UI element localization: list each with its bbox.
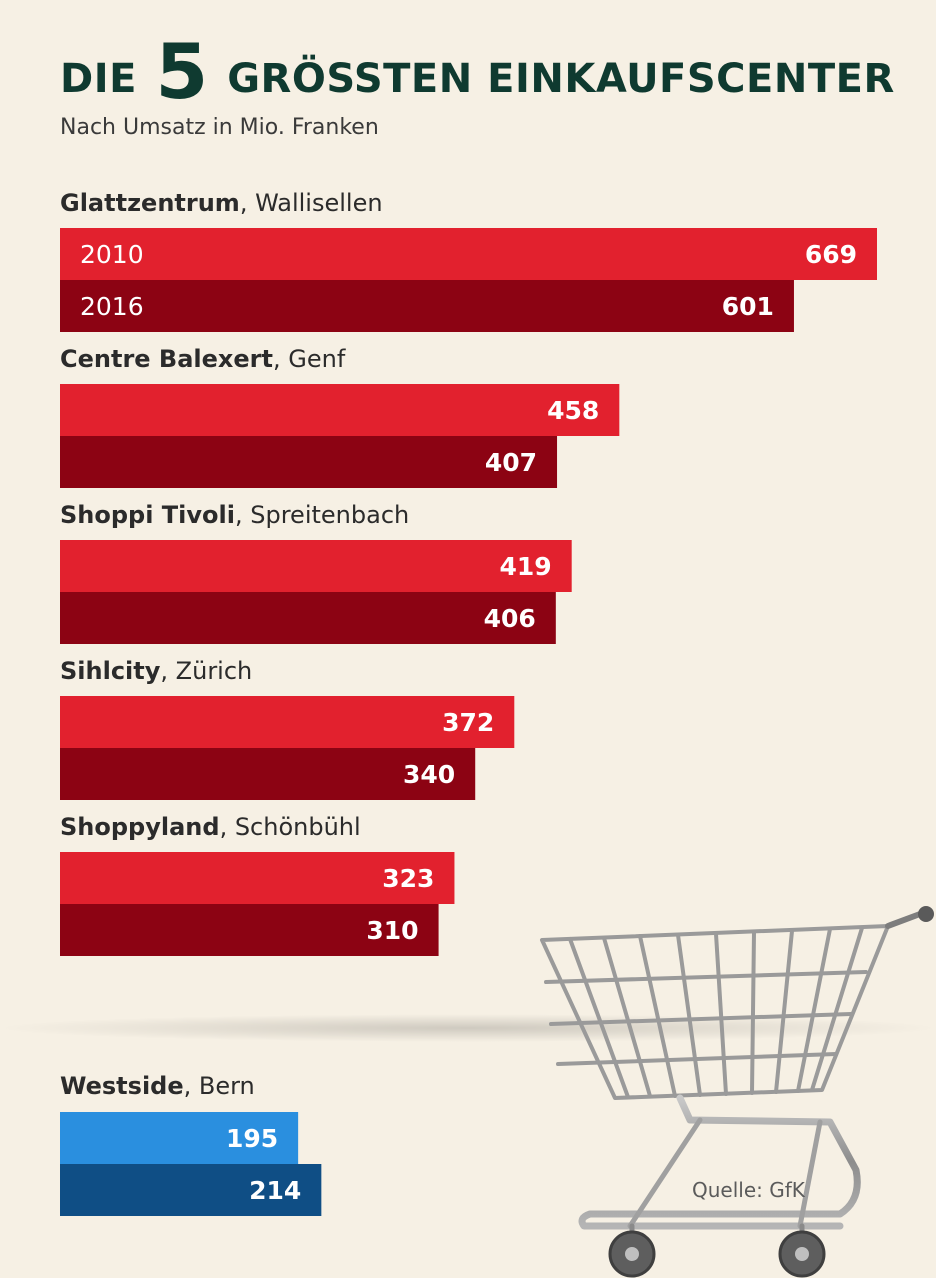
bar-value-label: 458 xyxy=(547,396,599,425)
year-label-2016: 2016 xyxy=(80,292,144,321)
center-place: , Genf xyxy=(273,345,346,373)
center-label-0: Glattzentrum, Wallisellen xyxy=(60,189,383,217)
bar-0-2010 xyxy=(60,228,877,280)
bar-0-2016 xyxy=(60,280,794,332)
center-name: Westside xyxy=(60,1072,184,1100)
center-name: Shoppyland xyxy=(60,813,220,841)
center-label-3: Sihlcity, Zürich xyxy=(60,657,252,685)
bar-4-2016 xyxy=(60,904,439,956)
bar-value-label: 323 xyxy=(382,864,434,893)
center-label-4: Shoppyland, Schönbühl xyxy=(60,813,361,841)
section-separator xyxy=(0,1014,936,1042)
bar-value-label: 195 xyxy=(226,1124,278,1153)
bar-4-2010 xyxy=(60,852,455,904)
center-name: Centre Balexert xyxy=(60,345,273,373)
bar-value-label: 669 xyxy=(805,240,857,269)
center-place: , Zürich xyxy=(160,657,252,685)
center-label-westside: Westside, Bern xyxy=(60,1072,255,1100)
bar-1-2010 xyxy=(60,384,620,436)
center-place: , Spreitenbach xyxy=(235,501,409,529)
bar-westside-2010 xyxy=(60,1112,299,1164)
source-note: Quelle: GfK xyxy=(692,1178,805,1202)
bars-layer: Glattzentrum, Wallisellen 669 2010 601 2016 C… xyxy=(60,189,877,1216)
bar-2-2016 xyxy=(60,592,556,644)
bar-value-label: 407 xyxy=(485,448,537,477)
center-label-1: Centre Balexert, Genf xyxy=(60,345,346,373)
center-name: Shoppi Tivoli xyxy=(60,501,235,529)
center-name: Glattzentrum xyxy=(60,189,240,217)
shopping-cart-icon xyxy=(540,906,934,1278)
title-number: 5 xyxy=(155,27,209,116)
bar-value-label: 340 xyxy=(403,760,455,789)
bar-value-label: 372 xyxy=(442,708,494,737)
title-suffix: GRÖSSTEN EINKAUFSCENTER xyxy=(227,56,895,102)
center-label-2: Shoppi Tivoli, Spreitenbach xyxy=(60,501,409,529)
page-title: DIE 5 GRÖSSTEN EINKAUFSCENTER xyxy=(60,34,895,110)
bar-westside-2016 xyxy=(60,1164,322,1216)
bar-value-label: 214 xyxy=(249,1176,301,1205)
center-place: , Bern xyxy=(184,1072,255,1100)
bar-value-label: 310 xyxy=(366,916,418,945)
subtitle: Nach Umsatz in Mio. Franken xyxy=(60,115,379,140)
year-label-2010: 2010 xyxy=(80,240,144,269)
bar-3-2016 xyxy=(60,748,476,800)
title-prefix: DIE xyxy=(60,56,137,102)
bar-3-2010 xyxy=(60,696,515,748)
center-place: , Schönbühl xyxy=(220,813,361,841)
bar-2-2010 xyxy=(60,540,572,592)
bar-1-2016 xyxy=(60,436,558,488)
bar-value-label: 601 xyxy=(722,292,774,321)
bar-value-label: 406 xyxy=(484,604,536,633)
center-name: Sihlcity xyxy=(60,657,161,685)
center-place: , Wallisellen xyxy=(240,189,383,217)
bar-value-label: 419 xyxy=(500,552,552,581)
